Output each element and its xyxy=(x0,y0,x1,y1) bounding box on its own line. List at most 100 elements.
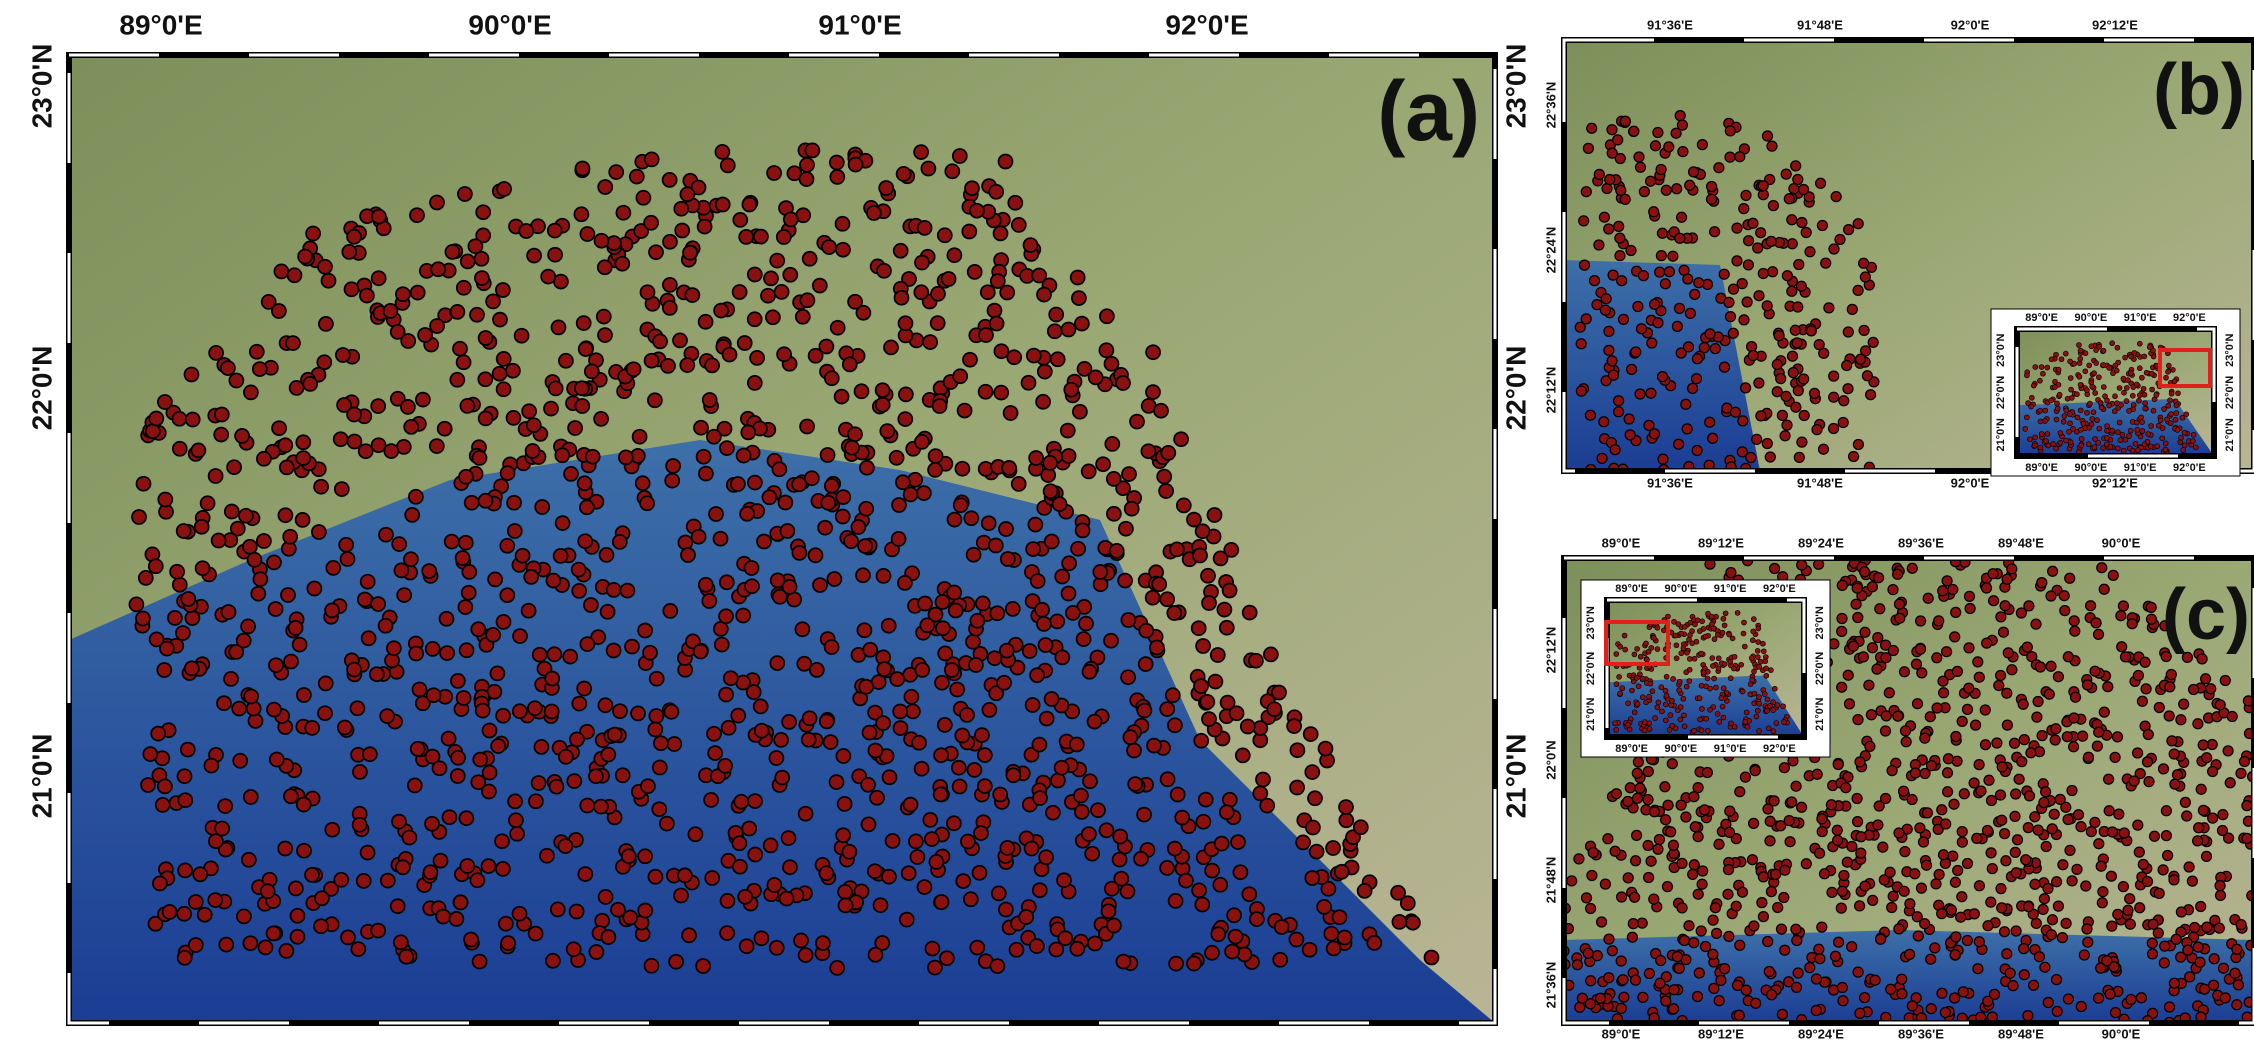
sample-point xyxy=(622,849,636,863)
sample-point xyxy=(653,761,667,775)
sample-point xyxy=(1688,869,1698,879)
sample-point xyxy=(2227,712,2237,722)
sample-point xyxy=(1695,618,1700,623)
tick-label: 23°0'N xyxy=(1585,606,1597,639)
sample-point xyxy=(1619,992,1629,1002)
sample-point xyxy=(692,530,706,544)
sample-point xyxy=(2125,894,2135,904)
sample-point xyxy=(2068,421,2073,426)
sample-point xyxy=(1771,708,1776,713)
sample-point xyxy=(1677,858,1687,868)
sample-point xyxy=(819,866,833,880)
sample-point xyxy=(1950,877,1960,887)
sample-point xyxy=(1339,813,1353,827)
sample-point xyxy=(1669,698,1674,703)
sample-point xyxy=(2110,752,2120,762)
sample-point xyxy=(1771,869,1781,879)
sample-point xyxy=(1689,167,1699,177)
sample-point xyxy=(953,369,967,383)
sample-point xyxy=(506,364,520,378)
sample-point xyxy=(1646,176,1656,186)
sample-point xyxy=(964,892,978,906)
sample-point xyxy=(1616,1003,1626,1013)
sample-point xyxy=(1039,638,1053,652)
sample-point xyxy=(1637,324,1647,334)
sample-point xyxy=(1735,787,1745,797)
sample-point xyxy=(468,239,482,253)
sample-point xyxy=(836,217,850,231)
sample-point xyxy=(1972,833,1982,843)
sample-point xyxy=(2031,383,2036,388)
sample-point xyxy=(2057,933,2067,943)
sample-point xyxy=(1858,652,1868,662)
sample-point xyxy=(1973,964,1983,974)
sample-point xyxy=(738,336,752,350)
sample-point xyxy=(1656,251,1666,261)
tick-label: 92°0'E xyxy=(1763,583,1796,595)
sample-point xyxy=(1678,717,1683,722)
sample-point xyxy=(360,289,374,303)
sample-point xyxy=(1766,236,1776,246)
sample-point xyxy=(1756,228,1766,238)
sample-point xyxy=(1721,715,1726,720)
sample-point xyxy=(1855,901,1865,911)
sample-point xyxy=(241,619,255,633)
sample-point xyxy=(1973,657,1983,667)
sample-point xyxy=(1631,856,1641,866)
sample-point xyxy=(936,595,950,609)
sample-point xyxy=(1841,783,1851,793)
sample-point xyxy=(848,427,862,441)
sample-point xyxy=(1710,656,1715,661)
sample-point xyxy=(1177,498,1191,512)
sample-point xyxy=(1665,614,1670,619)
sample-point xyxy=(1073,405,1087,419)
sample-point xyxy=(1868,895,1878,905)
sample-point xyxy=(1816,178,1826,188)
sample-point xyxy=(1075,805,1089,819)
sample-point xyxy=(652,802,666,816)
sample-point xyxy=(465,496,479,510)
sample-point xyxy=(229,374,243,388)
sample-point xyxy=(289,881,303,895)
sample-point xyxy=(318,706,332,720)
sample-point xyxy=(1757,729,1762,734)
sample-point xyxy=(1642,728,1647,733)
sample-point xyxy=(2016,608,2026,618)
sample-point xyxy=(775,771,789,785)
sample-point xyxy=(2143,401,2148,406)
sample-point xyxy=(856,568,870,582)
sample-point xyxy=(1873,820,1883,830)
sample-point xyxy=(1740,772,1750,782)
sample-point xyxy=(914,145,928,159)
sample-point xyxy=(1720,704,1725,709)
sample-point xyxy=(1996,790,2006,800)
sample-point xyxy=(1847,942,1857,952)
sample-point xyxy=(994,226,1008,240)
sample-point xyxy=(1732,256,1742,266)
sample-point xyxy=(1679,936,1689,946)
sample-point xyxy=(616,206,630,220)
sample-point xyxy=(1715,632,1720,637)
sample-point xyxy=(1681,646,1686,651)
sample-point xyxy=(956,874,970,888)
sample-point xyxy=(1805,963,1815,973)
sample-point xyxy=(451,674,465,688)
sample-point xyxy=(601,605,615,619)
sample-point xyxy=(1793,386,1803,396)
sample-point xyxy=(1698,717,1703,722)
sample-point xyxy=(1852,794,1862,804)
sample-point xyxy=(2083,351,2088,356)
sample-point xyxy=(675,224,689,238)
sample-point xyxy=(947,586,961,600)
sample-point xyxy=(2025,791,2035,801)
sample-point xyxy=(809,349,823,363)
sample-point xyxy=(416,393,430,407)
sample-point xyxy=(1354,820,1368,834)
sample-point xyxy=(772,462,786,476)
sample-point xyxy=(876,383,890,397)
sample-point xyxy=(2174,411,2179,416)
sample-point xyxy=(928,463,942,477)
sample-point xyxy=(715,145,729,159)
sample-point xyxy=(497,182,511,196)
sample-point xyxy=(2081,881,2091,891)
